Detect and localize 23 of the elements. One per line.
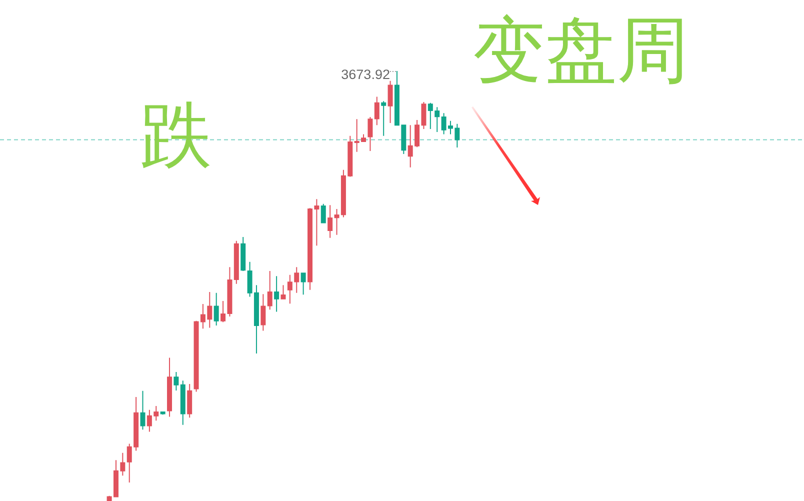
candlestick bbox=[160, 411, 166, 416]
candlestick bbox=[140, 390, 146, 430]
candlestick bbox=[174, 372, 179, 391]
candlestick bbox=[180, 380, 186, 426]
candlestick bbox=[388, 80, 393, 124]
candlestick bbox=[320, 203, 326, 224]
candlestick bbox=[167, 357, 172, 418]
candlestick bbox=[240, 236, 246, 272]
candlestick bbox=[267, 270, 272, 310]
annotation: 跌 bbox=[140, 93, 212, 177]
candlestick bbox=[260, 294, 266, 332]
candlestick bbox=[234, 240, 239, 284]
candlestick bbox=[374, 96, 380, 126]
text: 变盘周 bbox=[473, 8, 689, 92]
candlestick bbox=[274, 276, 280, 312]
candlestick bbox=[328, 204, 333, 238]
candlestick bbox=[381, 100, 386, 136]
annotation: 3673.92 bbox=[341, 67, 390, 82]
candlestick bbox=[214, 292, 219, 326]
candlestick bbox=[300, 272, 306, 296]
candlestick bbox=[187, 384, 192, 418]
candlestick bbox=[280, 284, 286, 300]
candlestick bbox=[368, 116, 373, 152]
